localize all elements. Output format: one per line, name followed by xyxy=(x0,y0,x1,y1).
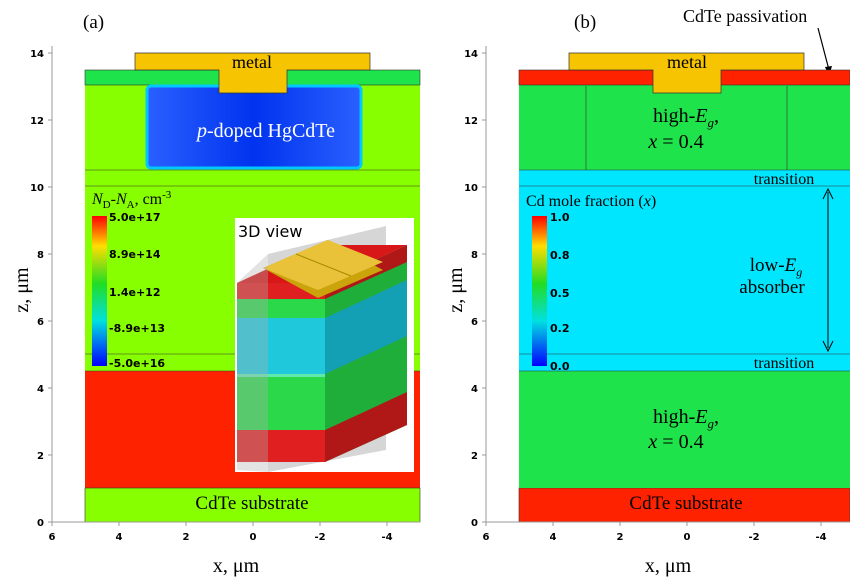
panel-b-label: (b) xyxy=(574,12,596,33)
panel-b-substrate-label: CdTe substrate xyxy=(629,493,742,514)
panel-b-y-tick: 12 xyxy=(464,116,478,127)
panel-b-axes: 0 2 4 6 8 10 12 14 6 4 2 0 -2 -4 x, μm z… xyxy=(445,46,850,577)
panel-a-x-tick: -2 xyxy=(314,532,325,543)
panel-a-metal-contact xyxy=(134,52,371,94)
panel-b-x-tick: -4 xyxy=(815,532,826,543)
panel-b-y-tick: 2 xyxy=(471,451,478,462)
panel-a-substrate-label: CdTe substrate xyxy=(195,493,308,514)
panel-a-y-tick: 10 xyxy=(30,183,44,194)
panel-a-x-tick: 6 xyxy=(49,532,56,543)
panel-b-y-tick: 8 xyxy=(471,250,478,261)
panel-a-x-tick: 2 xyxy=(183,532,190,543)
panel-b-transition-bottom xyxy=(519,354,850,371)
panel-b-y-tick: 6 xyxy=(471,317,478,328)
panel-a-x-axis-label: x, μm xyxy=(213,555,260,577)
panel-a-x-tick: 0 xyxy=(250,532,257,543)
panel-b-x-tick: 0 xyxy=(684,532,691,543)
panel-a-legend-title: ND-NA, cm-3 xyxy=(91,189,172,211)
panel-b-y-tick: 14 xyxy=(464,49,478,60)
panel-b-x-tick: 4 xyxy=(550,532,557,543)
panel-a-label: (a) xyxy=(83,12,104,33)
panel-b-legend-title: Cd mole fraction (x) xyxy=(526,193,656,210)
panel-b-passivation-label: CdTe passivation xyxy=(683,6,807,26)
panel-b-absorber-label: absorber xyxy=(739,277,805,298)
panel-b-colorbar-ticks: 1.0 0.8 0.5 0.2 0.0 xyxy=(550,211,570,373)
panel-a-legend-tick: 5.0e+17 xyxy=(109,211,160,224)
panel-b-legend-tick: 0.0 xyxy=(550,360,570,373)
panel-b-transition-top-label: transition xyxy=(754,171,814,188)
panel-b-colorbar xyxy=(532,216,547,366)
panel-a-substrate xyxy=(84,487,421,523)
panel-b-y-tick: 10 xyxy=(464,183,478,194)
panel-a-legend-tick: 1.4e+12 xyxy=(109,286,160,299)
panel-b-transition-top xyxy=(519,170,850,186)
panel-b-x-tick: 2 xyxy=(617,532,624,543)
panel-b-top-high-eg-label: high-Eg, xyxy=(653,105,719,130)
panel-b-top-x-label: x = 0.4 xyxy=(647,131,703,153)
panel-b-transition-bottom-label: transition xyxy=(754,355,814,372)
panel-a-y-tick: 4 xyxy=(37,384,44,395)
panel-b-top-high-eg xyxy=(519,85,850,170)
panel-b-x-tick: 6 xyxy=(483,532,490,543)
panel-b-device xyxy=(518,52,850,523)
panel-a-y-tick: 6 xyxy=(37,317,44,328)
panel-a-legend-tick: -8.9e+13 xyxy=(109,322,165,335)
panel-a-legend-tick: -5.0e+16 xyxy=(109,357,165,370)
passivation-pointer xyxy=(817,27,830,71)
panel-b-x-axis-label: x, μm xyxy=(645,555,692,577)
panel-b-absorber xyxy=(519,186,850,354)
panel-b-substrate xyxy=(518,487,850,523)
panel-a-3d-inset: 3D view xyxy=(235,218,414,472)
panel-a-y-tick: 8 xyxy=(37,250,44,261)
panel-a-y-tick: 0 xyxy=(37,518,44,529)
panel-a-colorbar xyxy=(92,216,107,366)
panel-b-low-eg-label: low-Eg xyxy=(750,255,802,279)
panel-b-y-tick: 0 xyxy=(471,518,478,529)
panel-a-legend-tick: 8.9e+14 xyxy=(109,248,161,261)
panel-b-bottom-high-eg-label: high-Eg, xyxy=(653,406,719,431)
panel-a-y-tick: 14 xyxy=(30,49,44,60)
panel-a-metal-label: metal xyxy=(232,52,272,72)
panel-b-metal-contact xyxy=(568,52,805,94)
panel-a-y-tick: 12 xyxy=(30,116,44,127)
panel-b-legend-tick: 1.0 xyxy=(550,211,570,224)
panel-a-y-axis-label: z, μm xyxy=(11,267,33,313)
panel-a-colorbar-ticks: 5.0e+17 8.9e+14 1.4e+12 -8.9e+13 -5.0e+1… xyxy=(109,211,165,370)
panel-b-bottom-x-label: x = 0.4 xyxy=(647,431,703,453)
panel-a-p-doped-label: p-doped HgCdTe xyxy=(195,120,335,142)
panel-a-y-tick: 2 xyxy=(37,451,44,462)
panel-b-bottom-high-eg xyxy=(519,371,850,488)
absorber-dimension-arrow xyxy=(822,187,834,353)
panel-b-x-tick: -2 xyxy=(748,532,759,543)
panel-a-x-tick: 4 xyxy=(116,532,123,543)
panel-b-y-tick: 4 xyxy=(471,384,478,395)
panel-b-legend-tick: 0.2 xyxy=(550,322,570,335)
panel-a-axes: 0 2 4 6 8 10 12 14 6 4 2 0 -2 -4 x, μm z… xyxy=(11,46,420,577)
panel-b-legend-tick: 0.5 xyxy=(550,287,570,300)
inset-3d-label: 3D view xyxy=(238,222,302,241)
panel-b-y-axis-label: z, μm xyxy=(445,267,467,313)
panel-b-metal-label: metal xyxy=(667,52,707,72)
panel-a: (a) metal p-doped HgCdTe CdTe substrate … xyxy=(11,12,421,577)
panel-a-x-tick: -4 xyxy=(381,532,392,543)
panel-b-legend-tick: 0.8 xyxy=(550,249,570,262)
panel-b: (b) CdTe passivation metal high-Eg, x = … xyxy=(445,6,850,577)
